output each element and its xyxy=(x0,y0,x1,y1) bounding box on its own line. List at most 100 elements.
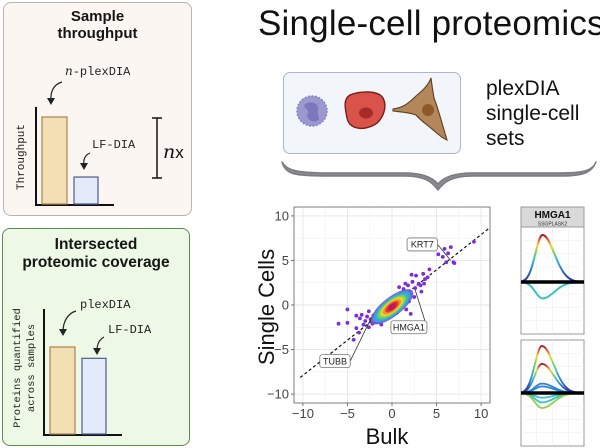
lf-dia-arrowhead xyxy=(80,163,88,170)
x-axis-ticks: −10 −5 0 5 10 xyxy=(292,403,488,421)
y-tick-label: −10 xyxy=(267,387,289,402)
scatter-point xyxy=(440,254,445,259)
scatter-point xyxy=(422,281,426,286)
scatter-point xyxy=(397,285,402,290)
scatter-point xyxy=(425,275,430,280)
y-tick-label: −5 xyxy=(274,342,289,357)
scatter-point xyxy=(408,312,413,316)
y-axis-ticks: −10 −5 0 5 10 xyxy=(267,208,294,402)
scatter-point xyxy=(427,267,432,272)
x-tick-label: 0 xyxy=(388,406,395,421)
scatter-point xyxy=(354,326,359,331)
gene-label-tubb: TUBB xyxy=(323,356,347,366)
scatter-point xyxy=(452,261,457,266)
scatter-point xyxy=(358,316,362,321)
scatter-point xyxy=(365,314,369,319)
profile-top-lines xyxy=(521,233,584,300)
scatter-point xyxy=(345,307,350,312)
scatter-point xyxy=(345,320,350,325)
scatter-point xyxy=(418,283,423,288)
n-plexdia-bar xyxy=(41,116,68,205)
y-axis-title: Single Cells xyxy=(254,249,279,365)
scatter-point xyxy=(409,272,414,277)
profile-protein-name: HMGA1 xyxy=(534,210,571,221)
profile-panel-bottom xyxy=(520,339,585,447)
scatter-point xyxy=(366,325,371,330)
scatter-point xyxy=(413,286,418,290)
gene-annotations: KRT7 HMGA1 TUBB xyxy=(319,237,452,369)
gene-label-hmga1: HMGA1 xyxy=(393,322,425,332)
cells-caption: plexDIA single-cell sets xyxy=(486,76,579,151)
profile-bottom-lines xyxy=(521,345,584,409)
x-tick-label: 10 xyxy=(474,406,488,421)
y-tick-label: 10 xyxy=(275,208,289,223)
throughput-panel-title: Sample throughput xyxy=(4,8,191,42)
lf-dia-label: LF-DIA xyxy=(92,138,136,152)
x-tick-label: −10 xyxy=(292,406,314,421)
coverage-panel-title: Intersected proteomic coverage xyxy=(3,236,189,272)
scatter-point xyxy=(403,281,408,286)
reference-line xyxy=(299,227,491,378)
plexdia-label: plexDIA xyxy=(80,298,131,312)
scatter-point xyxy=(423,277,427,282)
scatter-point xyxy=(446,251,451,256)
scatter-point xyxy=(336,321,341,326)
red-cell-icon xyxy=(344,91,386,130)
density-contour xyxy=(387,303,397,311)
throughput-title-line1: Sample xyxy=(70,8,125,25)
y-tick-label: 5 xyxy=(282,253,289,268)
brace-shape xyxy=(281,161,597,191)
cells-caption-line3: sets xyxy=(486,127,525,150)
annotation-box xyxy=(390,320,428,335)
scatter-point xyxy=(419,289,424,294)
scatter-point xyxy=(357,330,361,335)
scatter-point xyxy=(359,312,364,317)
scatter-point xyxy=(351,337,356,342)
lf-dia-coverage-label: LF-DIA xyxy=(108,323,152,337)
gene-label-krt7: KRT7 xyxy=(411,240,434,250)
n-plexdia-arrowhead xyxy=(47,98,55,105)
cells-caption-line1: plexDIA xyxy=(486,77,560,100)
scatter-point xyxy=(410,279,415,284)
scatter-point xyxy=(412,295,417,299)
n-plexdia-label: n-plexDIA xyxy=(65,64,131,79)
lf-dia-bar xyxy=(73,176,99,205)
coverage-title-line2: proteomic coverage xyxy=(22,254,170,271)
scatter-point xyxy=(366,309,371,314)
x-axis-title: Bulk xyxy=(366,424,410,448)
fold-change-label: nx xyxy=(163,141,184,163)
scatter-point xyxy=(472,239,476,244)
x-tick-label: 5 xyxy=(433,406,440,421)
profile-peptide-name: SSGPLASK2 xyxy=(538,222,568,228)
page-title: Single-cell proteomics xyxy=(258,4,600,43)
annotation-leader-line xyxy=(349,317,372,362)
throughput-title-line2: throughput xyxy=(57,25,138,42)
lymphocyte-cell-icon xyxy=(296,95,328,127)
scatter-point xyxy=(421,271,426,276)
density-core xyxy=(370,289,414,325)
plexdia-arrowhead xyxy=(59,329,67,336)
plexdia-bar xyxy=(49,346,76,435)
coverage-title-line1: Intersected xyxy=(54,236,138,253)
scatter-point xyxy=(363,319,368,323)
throughput-y-axis-label: Throughput xyxy=(16,124,28,190)
x-tick-label: −5 xyxy=(340,406,355,421)
annotation-box xyxy=(319,354,351,369)
scatter-point xyxy=(442,246,447,251)
scatter-point xyxy=(444,260,449,265)
profile-panel-top: HMGA1 SSGPLASK2 xyxy=(520,206,585,335)
scatter-point xyxy=(414,273,418,278)
scatter-point xyxy=(448,245,453,249)
coverage-y-axis-label-line1: Proteins quantified xyxy=(12,308,24,428)
annotation-box xyxy=(406,237,438,252)
annotation-leader-line xyxy=(437,244,452,261)
cells-caption-line2: single-cell xyxy=(486,102,580,125)
lf-dia-coverage-bar xyxy=(81,357,107,435)
scatter-point xyxy=(404,307,409,312)
